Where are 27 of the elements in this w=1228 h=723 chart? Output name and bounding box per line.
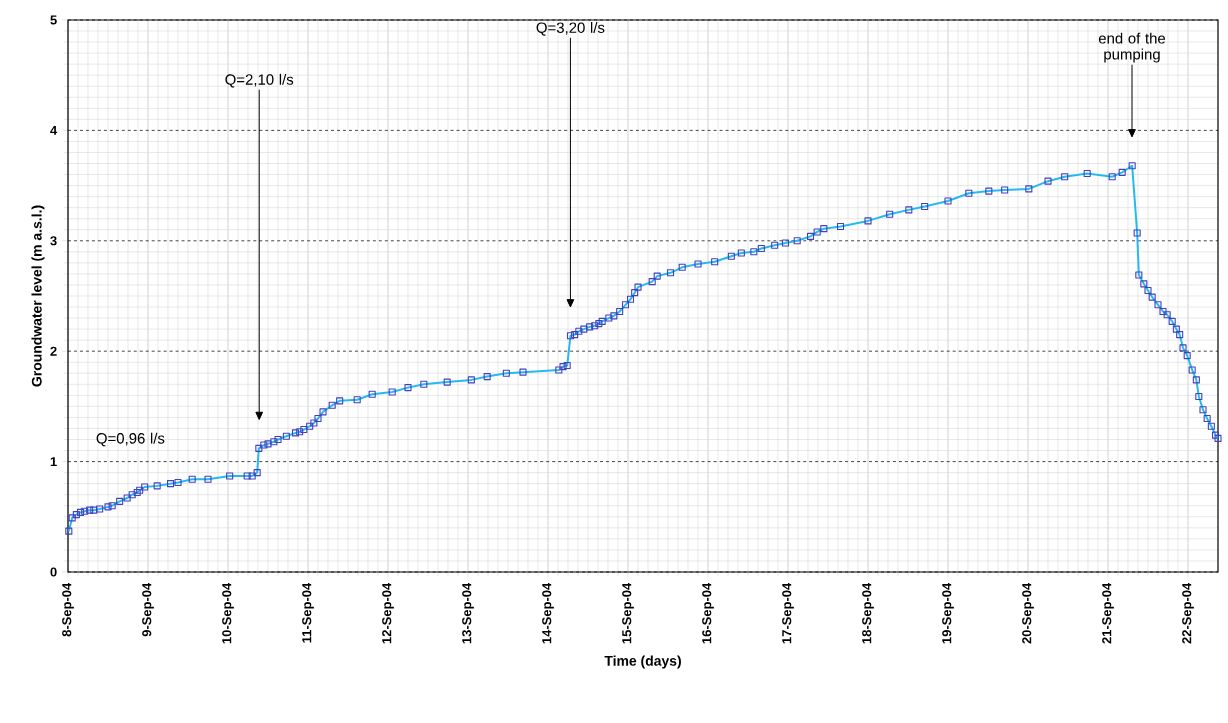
x-tick-label: 16-Sep-04 (702, 582, 714, 644)
x-tick-label: 8-Sep-04 (62, 582, 74, 637)
annotation: Q=2,10 l/s (225, 73, 294, 88)
y-tick-label: 3 (50, 236, 57, 246)
x-tick-label: 20-Sep-04 (1022, 582, 1034, 644)
x-tick-label: 14-Sep-04 (542, 582, 554, 644)
y-tick-label: 1 (50, 457, 57, 467)
x-tick-label: 10-Sep-04 (222, 582, 234, 644)
y-tick-label: 2 (50, 346, 57, 356)
annotation: Q=0,96 l/s (96, 432, 165, 447)
x-axis-title: Time (days) (604, 655, 681, 669)
x-tick-label: 18-Sep-04 (862, 582, 874, 644)
x-tick-label: 21-Sep-04 (1102, 582, 1114, 644)
annotation: Q=3,20 l/s (536, 21, 605, 36)
x-tick-label: 12-Sep-04 (382, 582, 394, 644)
x-tick-label: 19-Sep-04 (942, 582, 954, 644)
x-tick-label: 13-Sep-04 (462, 582, 474, 644)
x-tick-label: 17-Sep-04 (782, 582, 794, 644)
x-tick-label: 9-Sep-04 (142, 582, 154, 637)
annotation: end of the pumping (1098, 32, 1166, 63)
x-tick-label: 15-Sep-04 (622, 582, 634, 644)
x-tick-label: 22-Sep-04 (1182, 582, 1194, 644)
y-tick-label: 0 (50, 567, 57, 577)
y-tick-label: 5 (50, 15, 57, 25)
x-tick-label: 11-Sep-04 (302, 582, 314, 643)
y-tick-label: 4 (50, 125, 58, 135)
y-axis-title: Groundwater level (m a.s.l.) (31, 205, 45, 387)
